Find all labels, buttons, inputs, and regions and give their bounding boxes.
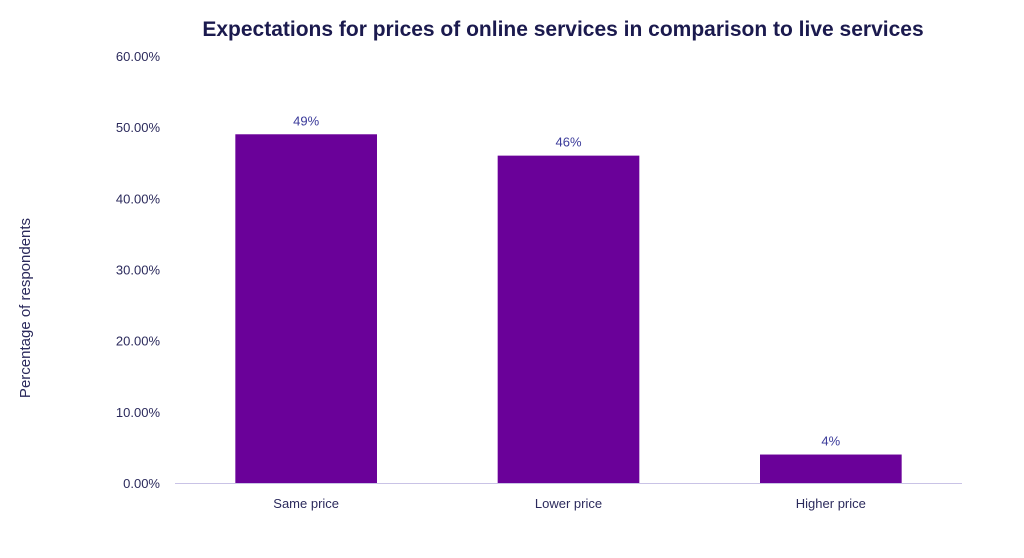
bar bbox=[497, 155, 640, 483]
y-tick-label: 60.00% bbox=[116, 49, 161, 64]
bar-value-label: 49% bbox=[293, 113, 319, 128]
y-tick-label: 10.00% bbox=[116, 405, 161, 420]
y-tick-label: 30.00% bbox=[116, 263, 161, 278]
y-tick-label: 20.00% bbox=[116, 334, 161, 349]
x-axis-ticks: Same price Lower price Higher price bbox=[273, 496, 866, 511]
x-tick-label: Lower price bbox=[535, 496, 602, 511]
bar bbox=[235, 134, 377, 484]
bars bbox=[235, 134, 902, 484]
y-axis-ticks: 0.00% 10.00% 20.00% 30.00% 40.00% 50.00% 60.00… bbox=[116, 49, 161, 491]
x-tick-label: Same price bbox=[273, 496, 339, 511]
bar-value-label: 46% bbox=[555, 135, 581, 150]
x-tick-label: Higher price bbox=[796, 496, 866, 511]
bar bbox=[760, 454, 902, 483]
data-labels: 49% 46% 4% bbox=[293, 113, 841, 448]
chart-title: Expectations for prices of online servic… bbox=[202, 18, 923, 41]
y-tick-label: 50.00% bbox=[116, 120, 161, 135]
y-tick-label: 0.00% bbox=[123, 476, 160, 491]
y-axis-label: Percentage of respondents bbox=[17, 218, 34, 398]
bar-value-label: 4% bbox=[821, 434, 840, 449]
y-tick-label: 40.00% bbox=[116, 191, 161, 206]
